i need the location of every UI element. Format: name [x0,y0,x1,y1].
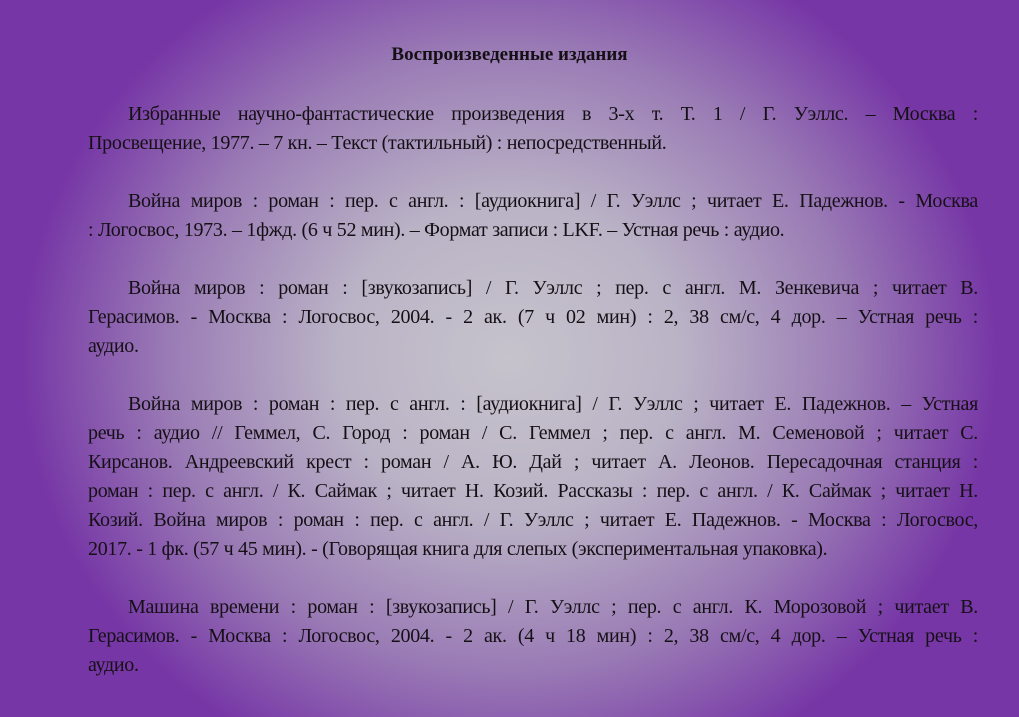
bibliography-list: Избранные научно-фантастические произвед… [88,100,978,709]
bibliography-entry: Война миров : роман : [звукозапись] / Г.… [88,274,978,361]
entry-line: Просвещение, 1977. – 7 кн. – Текст (такт… [88,132,667,154]
entry-line: аудио. [88,335,139,357]
bibliography-entry: Избранные научно-фантастические произвед… [88,100,978,158]
entry-line: Война миров : роман : пер. с англ. : [ау… [128,190,978,212]
entry-line: Кирсанов. Андреевский крест : роман / А.… [88,451,978,473]
entry-line: Война миров : роман : [звукозапись] / Г.… [128,277,978,299]
entry-line: роман : пер. с англ. / К. Саймак ; читае… [88,480,978,502]
entry-line: Герасимов. - Москва : Логосвос, 2004. - … [88,306,978,328]
entry-line: аудио. [88,654,139,676]
entry-line: Машина времени : роман : [звукозапись] /… [128,596,978,618]
entry-line: Избранные научно-фантастические произвед… [128,103,978,125]
entry-line: речь : аудио // Геммел, С. Город : роман… [88,422,978,444]
entry-line: Война миров : роман : пер. с англ. : [ау… [128,393,978,415]
entry-line: 2017. - 1 фк. (57 ч 45 мин). - (Говоряща… [88,538,828,560]
bibliography-entry: Война миров : роман : пер. с англ. : [ау… [88,187,978,245]
entry-line: : Логосвос, 1973. – 1фжд. (6 ч 52 мин). … [88,219,785,241]
entry-line: Козий. Война миров : роман : пер. с англ… [88,509,978,531]
bibliography-entry: Машина времени : роман : [звукозапись] /… [88,593,978,680]
page-title: Воспроизведенные издания [391,44,628,65]
bibliography-entry: Война миров : роман : пер. с англ. : [ау… [88,390,978,564]
entry-line: Герасимов. - Москва : Логосвос, 2004. - … [88,625,978,647]
